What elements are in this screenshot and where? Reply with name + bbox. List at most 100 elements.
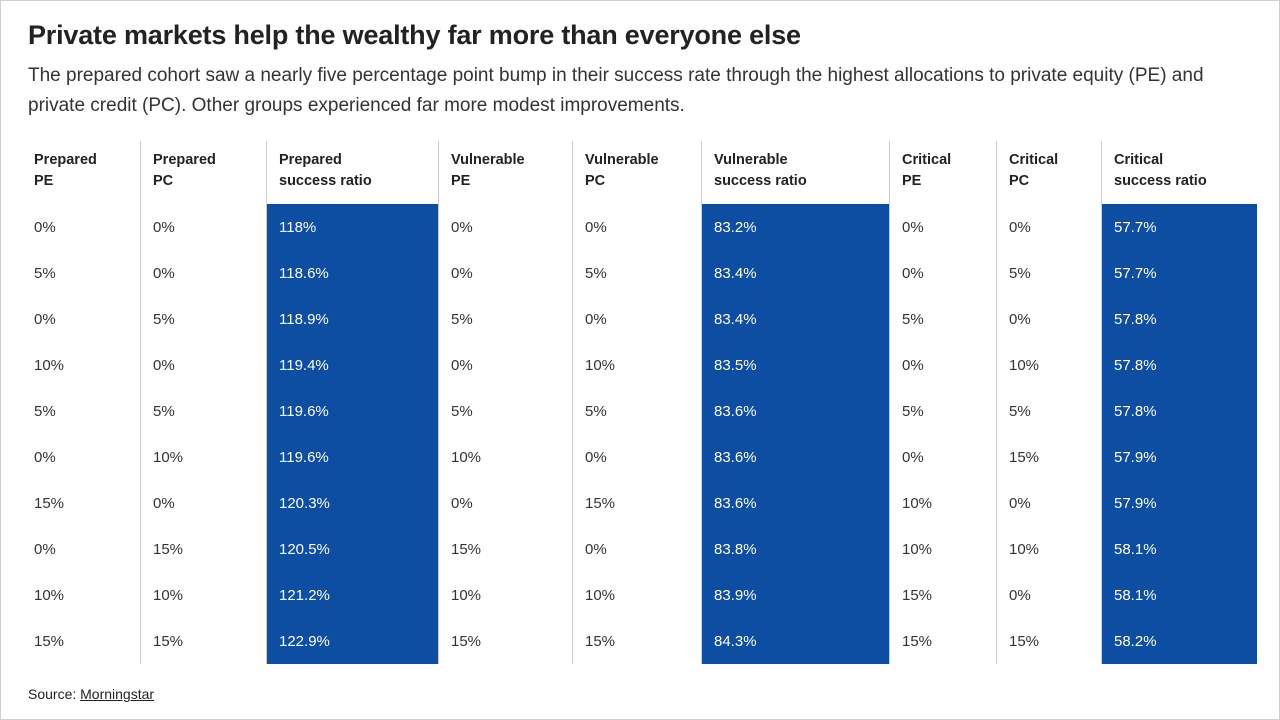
column-header: Critical success ratio: [1101, 141, 1257, 205]
table-row: 15% 0% 120.3% 0% 15% 83.6% 10% 0% 57.9%: [34, 480, 1279, 527]
table-cell: 10%: [572, 342, 701, 389]
table-row: 10% 10% 121.2% 10% 10% 83.9% 15% 0% 58.1%: [34, 572, 1279, 619]
table-cell: 0%: [140, 342, 266, 389]
column-header: Critical PC: [996, 141, 1101, 205]
table-cell: 10%: [572, 572, 701, 619]
table-cell: 0%: [889, 204, 996, 251]
table-cell: 0%: [438, 204, 572, 251]
success-ratio-cell: 83.8%: [701, 526, 889, 573]
table-cell: 15%: [438, 618, 572, 665]
column-header: Prepared PC: [140, 141, 266, 205]
table-cell: 0%: [438, 250, 572, 297]
table-cell: 10%: [996, 526, 1101, 573]
column-header: Vulnerable PE: [438, 141, 572, 205]
success-ratio-cell: 83.6%: [701, 434, 889, 481]
column-header: Vulnerable success ratio: [701, 141, 889, 205]
table-row: 15% 15% 122.9% 15% 15% 84.3% 15% 15% 58.2%: [34, 618, 1279, 665]
table-cell: 10%: [996, 342, 1101, 389]
table-cell: 0%: [889, 342, 996, 389]
success-ratio-cell: 58.1%: [1101, 526, 1257, 573]
table-cell: 10%: [438, 572, 572, 619]
table-cell: 15%: [140, 526, 266, 573]
table-cell: 0%: [34, 310, 56, 328]
success-ratio-cell: 83.2%: [701, 204, 889, 251]
table-cell: 15%: [140, 618, 266, 665]
success-ratio-cell: 58.2%: [1101, 618, 1257, 665]
table-cell: 10%: [34, 586, 65, 604]
table-cell: 0%: [572, 434, 701, 481]
table-cell: 15%: [438, 526, 572, 573]
table-cell: 15%: [889, 572, 996, 619]
column-header: Prepared PE: [34, 152, 97, 190]
table-row: 10% 0% 119.4% 0% 10% 83.5% 0% 10% 57.8%: [34, 342, 1279, 389]
success-ratio-cell: 57.7%: [1101, 250, 1257, 297]
table-cell: 5%: [438, 388, 572, 435]
success-ratio-cell: 118%: [266, 204, 438, 251]
table-cell: 0%: [996, 572, 1101, 619]
table-cell: 15%: [889, 618, 996, 665]
table-row: 0% 5% 118.9% 5% 0% 83.4% 5% 0% 57.8%: [34, 296, 1279, 343]
table-cell: 0%: [140, 250, 266, 297]
table-cell: 5%: [889, 388, 996, 435]
table-cell: 0%: [572, 296, 701, 343]
table-cell: 5%: [34, 402, 56, 420]
allocation-table: Prepared PE Prepared PC Prepared success rati…: [34, 141, 1279, 665]
table-cell: 10%: [438, 434, 572, 481]
success-ratio-cell: 120.5%: [266, 526, 438, 573]
table-cell: 0%: [889, 250, 996, 297]
table-cell: 5%: [996, 250, 1101, 297]
success-ratio-cell: 122.9%: [266, 618, 438, 665]
table-cell: 5%: [889, 296, 996, 343]
table-cell: 5%: [140, 296, 266, 343]
table-cell: 0%: [34, 540, 56, 558]
success-ratio-cell: 119.4%: [266, 342, 438, 389]
source-link[interactable]: Morningstar: [80, 686, 155, 703]
success-ratio-cell: 118.9%: [266, 296, 438, 343]
column-header: Prepared success ratio: [266, 141, 438, 205]
success-ratio-cell: 57.8%: [1101, 342, 1257, 389]
success-ratio-cell: 57.8%: [1101, 388, 1257, 435]
table-cell: 5%: [572, 250, 701, 297]
success-ratio-cell: 83.5%: [701, 342, 889, 389]
success-ratio-cell: 57.7%: [1101, 204, 1257, 251]
table-cell: 15%: [572, 480, 701, 527]
table-header-row: Prepared PE Prepared PC Prepared success rati…: [34, 141, 1279, 205]
table-cell: 0%: [996, 480, 1101, 527]
success-ratio-cell: 83.6%: [701, 388, 889, 435]
table-cell: 5%: [34, 264, 56, 282]
table-cell: 15%: [34, 632, 65, 650]
table-row: 5% 5% 119.6% 5% 5% 83.6% 5% 5% 57.8%: [34, 388, 1279, 435]
page-title: Private markets help the wealthy far mor…: [28, 20, 801, 50]
success-ratio-cell: 120.3%: [266, 480, 438, 527]
success-ratio-cell: 83.6%: [701, 480, 889, 527]
table-cell: 0%: [572, 204, 701, 251]
source-label: Source:: [28, 686, 77, 703]
table-cell: 5%: [996, 388, 1101, 435]
success-ratio-cell: 121.2%: [266, 572, 438, 619]
success-ratio-cell: 83.9%: [701, 572, 889, 619]
table-row: 0% 0% 118% 0% 0% 83.2% 0% 0% 57.7%: [34, 204, 1279, 251]
page-subtitle: The prepared cohort saw a nearly five pe…: [28, 65, 1204, 117]
table-row: 5% 0% 118.6% 0% 5% 83.4% 0% 5% 57.7%: [34, 250, 1279, 297]
table-cell: 0%: [889, 434, 996, 481]
table-cell: 0%: [438, 342, 572, 389]
success-ratio-cell: 84.3%: [701, 618, 889, 665]
table-cell: 5%: [572, 388, 701, 435]
column-header: Vulnerable PC: [572, 141, 701, 205]
success-ratio-cell: 57.9%: [1101, 480, 1257, 527]
success-ratio-cell: 57.9%: [1101, 434, 1257, 481]
table-row: 0% 15% 120.5% 15% 0% 83.8% 10% 10% 58.1%: [34, 526, 1279, 573]
table-cell: 0%: [438, 480, 572, 527]
table-row: 0% 10% 119.6% 10% 0% 83.6% 0% 15% 57.9%: [34, 434, 1279, 481]
table-cell: 0%: [996, 296, 1101, 343]
success-ratio-cell: 119.6%: [266, 434, 438, 481]
source-line: Source: Morningstar: [1, 664, 1279, 702]
table-cell: 0%: [140, 204, 266, 251]
table-cell: 15%: [34, 494, 65, 512]
figure-header: Private markets help the wealthy far mor…: [1, 1, 1279, 121]
table-cell: 10%: [889, 526, 996, 573]
table-cell: 0%: [140, 480, 266, 527]
table-cell: 10%: [889, 480, 996, 527]
table-cell: 15%: [996, 618, 1101, 665]
